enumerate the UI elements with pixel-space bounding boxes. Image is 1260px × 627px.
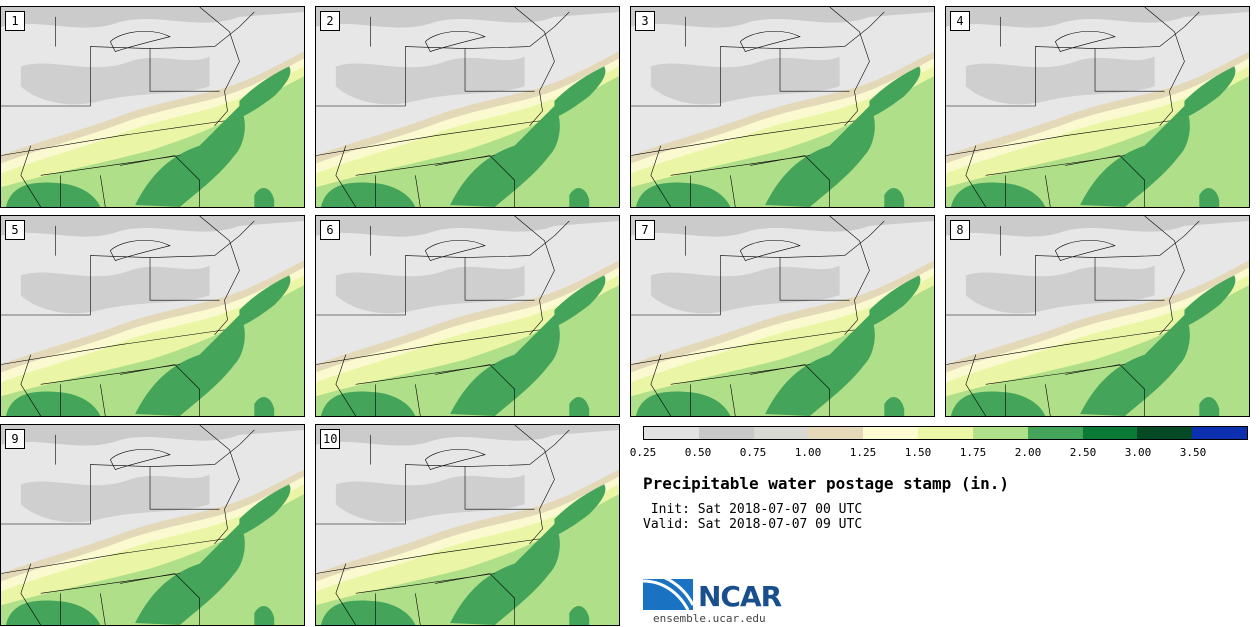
colorbar-swatch: [808, 427, 864, 439]
colorbar-tick-label: 2.50: [1069, 446, 1097, 459]
map-panel: 1: [0, 6, 305, 208]
panel-label: 10: [320, 429, 341, 449]
colorbar-tick-label: 3.50: [1179, 446, 1207, 459]
panel-label: 7: [635, 220, 655, 240]
map-panel: 3: [630, 6, 935, 208]
panel-label: 3: [635, 11, 655, 31]
map-panel: 10: [315, 424, 620, 626]
panel-label: 6: [320, 220, 340, 240]
colorbar-swatch: [1137, 427, 1193, 439]
colorbar-tick-label: 1.25: [849, 446, 877, 459]
map-panel: 9: [0, 424, 305, 626]
map-panel: 4: [945, 6, 1250, 208]
colorbar-tick-label: 0.75: [739, 446, 767, 459]
valid-time: Valid: Sat 2018-07-07 09 UTC: [643, 517, 863, 532]
panel-label: 8: [950, 220, 970, 240]
colorbar-swatch: [753, 427, 809, 439]
colorbar-tick-label: 3.00: [1124, 446, 1152, 459]
colorbar-swatch: [644, 427, 699, 439]
ncar-logo-icon: [643, 571, 695, 611]
colorbar-swatch: [1082, 427, 1138, 439]
colorbar-swatch: [918, 427, 973, 439]
colorbar-swatch: [863, 427, 919, 439]
map-panel: 8: [945, 215, 1250, 417]
colorbar-swatch: [1027, 427, 1083, 439]
colorbar-tick-label: 2.00: [1014, 446, 1042, 459]
init-time: Init: Sat 2018-07-07 00 UTC: [643, 502, 863, 517]
colorbar-tick-label: 0.50: [684, 446, 712, 459]
map-panel: 5: [0, 215, 305, 417]
colorbar-swatch: [1192, 427, 1247, 439]
panel-label: 4: [950, 11, 970, 31]
ncar-logo-text: NCAR: [698, 580, 782, 613]
map-panel: 6: [315, 215, 620, 417]
panel-label: 5: [5, 220, 25, 240]
colorbar-swatch: [698, 427, 754, 439]
panel-label: 9: [5, 429, 25, 449]
colorbar-tick-label: 0.25: [629, 446, 657, 459]
map-panel: 7: [630, 215, 935, 417]
colorbar-tick-label: 1.75: [959, 446, 987, 459]
ncar-url: ensemble.ucar.edu: [653, 612, 766, 625]
chart-title: Precipitable water postage stamp (in.): [643, 474, 1010, 493]
map-panel: 2: [315, 6, 620, 208]
colorbar-tick-label: 1.00: [794, 446, 822, 459]
colorbar-tick-label: 1.50: [904, 446, 932, 459]
panel-label: 1: [5, 11, 25, 31]
colorbar-swatch: [972, 427, 1028, 439]
colorbar: [643, 426, 1248, 440]
panel-label: 2: [320, 11, 340, 31]
